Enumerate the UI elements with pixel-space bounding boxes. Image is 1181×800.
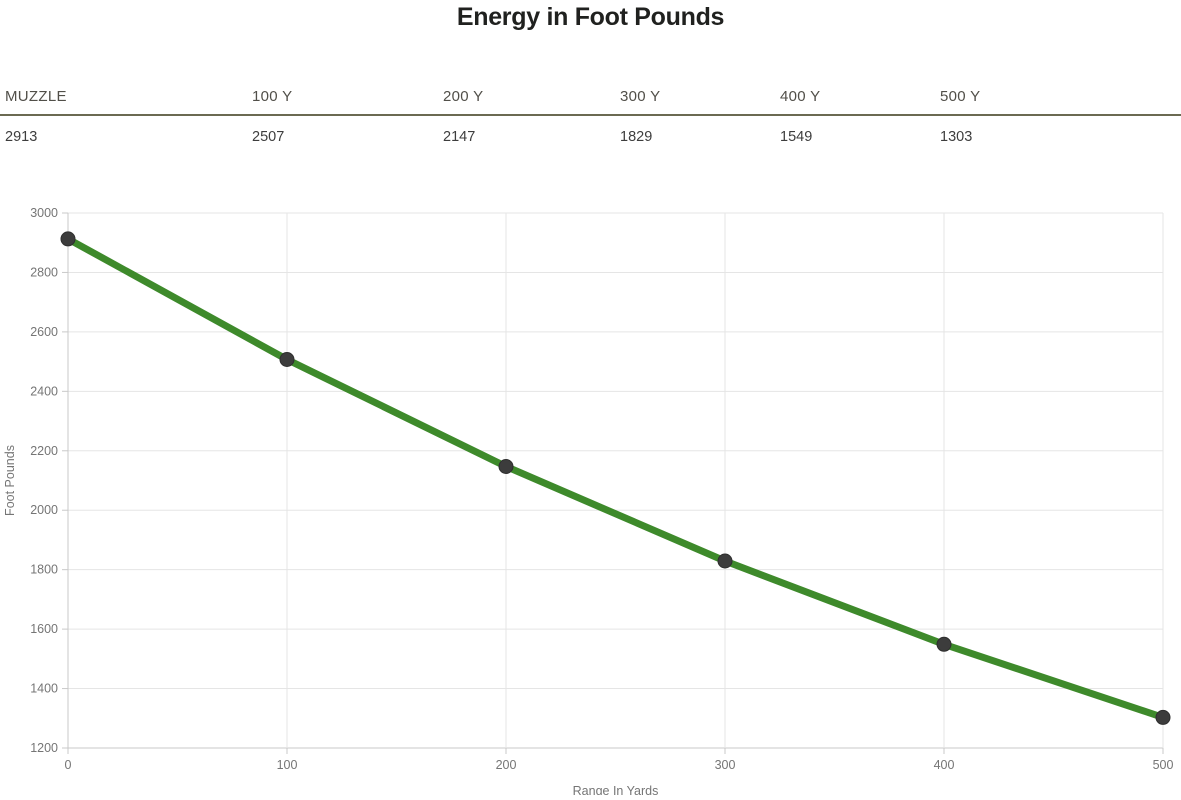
energy-line: [64, 235, 1167, 721]
y-tick-label: 3000: [30, 206, 58, 220]
table-value-300y: 1829: [620, 129, 653, 145]
y-axis-title: Foot Pounds: [3, 445, 17, 516]
ballistics-table: MUZZLE 100 Y 200 Y 300 Y 400 Y 500 Y 291…: [0, 78, 1181, 145]
y-tick-label: 2200: [30, 444, 58, 458]
table-header-200y: 200 Y: [443, 87, 484, 105]
table-header-100y: 100 Y: [252, 87, 293, 105]
y-tick-label: 2000: [30, 503, 58, 517]
x-tick-label: 0: [65, 758, 72, 772]
data-point[interactable]: [60, 231, 76, 247]
x-tick-label: 500: [1153, 758, 1174, 772]
energy-chart: 1200 1400 1600 1800 2000 2200 2400 2600 2800 3000…: [0, 190, 1181, 798]
y-tick-label: 1800: [30, 563, 58, 577]
data-point[interactable]: [936, 636, 952, 652]
table-value-400y: 1549: [780, 129, 813, 145]
table-value-row: 2913 2507 2147 1829 1549 1303: [0, 116, 1181, 145]
data-point[interactable]: [717, 553, 733, 569]
table-header-400y: 400 Y: [780, 87, 821, 105]
y-tick-label: 2800: [30, 265, 58, 279]
y-tick-label: 1400: [30, 682, 58, 696]
x-axis-title: Range In Yards: [573, 784, 659, 795]
table-value-100y: 2507: [252, 129, 285, 145]
data-point[interactable]: [279, 352, 295, 367]
table-header-300y: 300 Y: [620, 87, 661, 105]
x-tick-label: 100: [277, 758, 298, 772]
page-title: Energy in Foot Pounds: [456, 3, 725, 31]
table-value-muzzle: 2913: [5, 129, 38, 145]
y-tick-label: 2600: [30, 325, 58, 339]
y-tick-label: 2400: [30, 384, 58, 398]
table-header-500y: 500 Y: [940, 87, 981, 105]
y-tick-label: 1200: [30, 741, 58, 755]
x-tick-label: 300: [715, 758, 736, 772]
table-value-200y: 2147: [443, 129, 476, 145]
table-value-500y: 1303: [940, 129, 973, 145]
x-tick-label: 200: [496, 758, 517, 772]
x-tick-label: 400: [934, 758, 955, 772]
y-tick-label: 1600: [30, 622, 58, 636]
data-point[interactable]: [498, 459, 514, 474]
energy-line-chart: 1200140016001800200022002400260028003000…: [3, 206, 1174, 798]
data-point[interactable]: [1155, 709, 1171, 725]
table-header-row: MUZZLE 100 Y 200 Y 300 Y 400 Y 500 Y: [0, 78, 1181, 116]
table-header-muzzle: MUZZLE: [5, 87, 67, 105]
